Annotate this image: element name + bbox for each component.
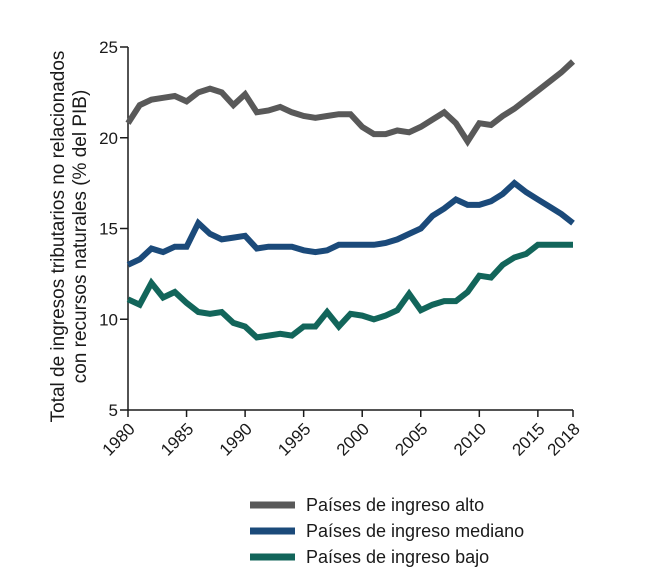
- y-tick-label: 20: [99, 129, 118, 148]
- x-tick-label: 1990: [216, 419, 256, 459]
- legend: Países de ingreso alto Países de ingreso …: [250, 495, 524, 567]
- legend-label-2: Países de ingreso bajo: [306, 547, 489, 567]
- y-tick-label: 5: [109, 401, 118, 420]
- y-axis-label: Total de ingresos tributarios no relacio…: [48, 51, 91, 423]
- x-tick-label: 2018: [544, 419, 584, 459]
- legend-label-1: Países de ingreso mediano: [306, 521, 524, 541]
- x-tick-label: 2005: [391, 419, 431, 459]
- y-axis-label-line: con recursos naturales (% del PIB): [70, 90, 91, 384]
- x-tick-label: 2000: [333, 419, 373, 459]
- series-line-2: [126, 241, 573, 341]
- series-line-1: [126, 179, 575, 268]
- x-tick-label: 2010: [450, 419, 490, 459]
- x-tick-label: 2015: [509, 419, 549, 459]
- y-tick-label: 10: [99, 310, 118, 329]
- series-lines: [125, 59, 576, 341]
- y-tick-label: 25: [99, 38, 118, 57]
- series-line-0: [125, 59, 576, 147]
- y-axis-label-line: Total de ingresos tributarios no relacio…: [48, 51, 69, 423]
- legend-label-0: Países de ingreso alto: [306, 495, 484, 515]
- y-tick-label: 15: [99, 220, 118, 239]
- x-tick-label: 1995: [274, 419, 314, 459]
- x-tick-label: 1985: [157, 419, 197, 459]
- x-tick-label: 1980: [99, 419, 139, 459]
- y-ticks: 5 10 15 20 25: [99, 38, 128, 420]
